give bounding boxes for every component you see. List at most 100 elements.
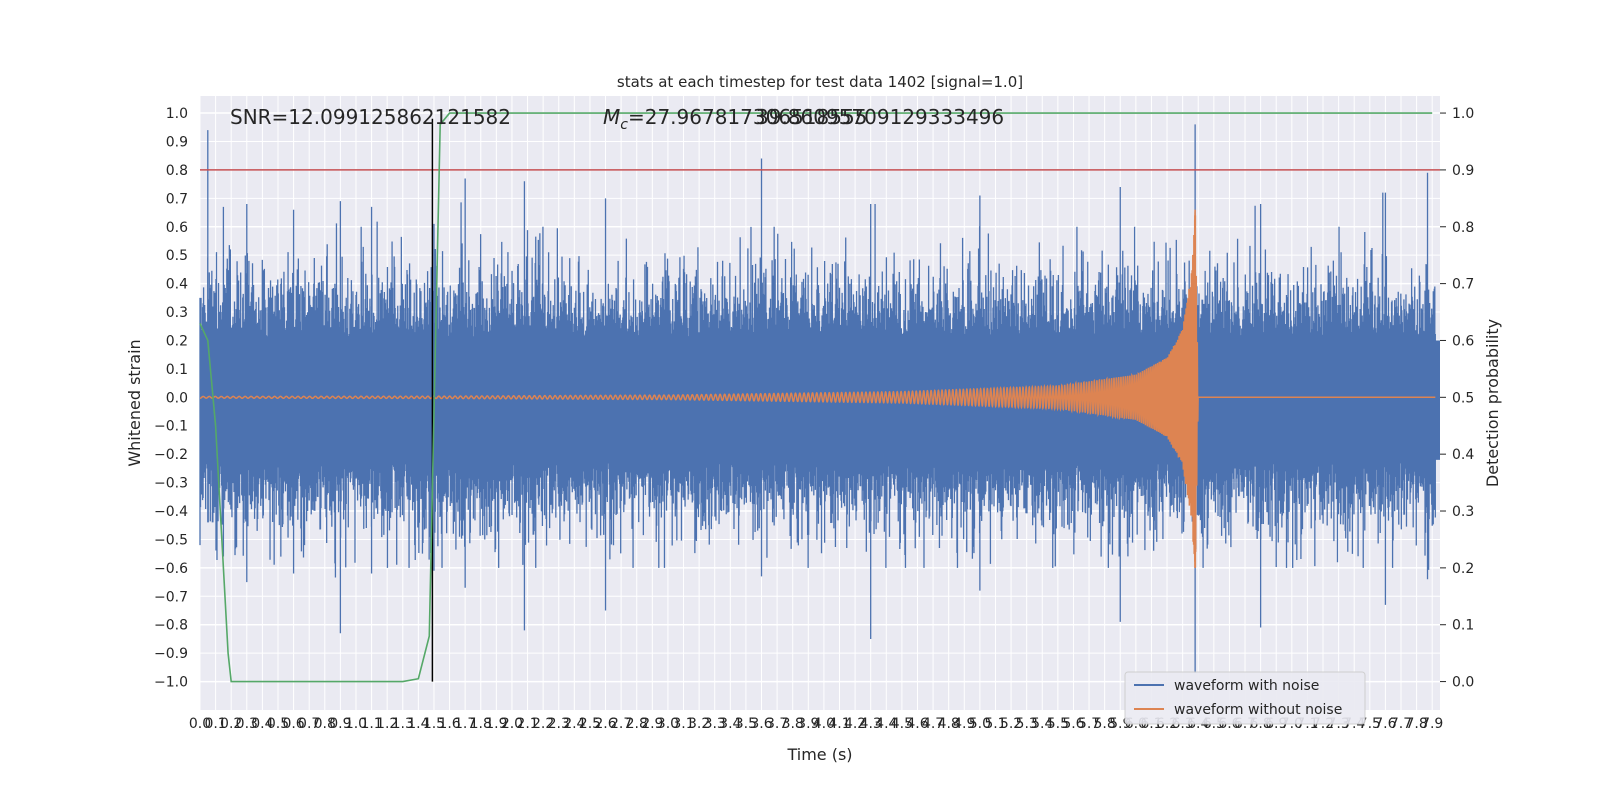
x-tick-label: 0.4 bbox=[251, 716, 273, 732]
snr-annotation: SNR=12.099125862121582 bbox=[230, 105, 511, 129]
x-tick-label: 0.0 bbox=[189, 716, 211, 732]
y2-tick-label: 0.8 bbox=[1452, 220, 1474, 236]
x-tick-label: 4.8 bbox=[938, 716, 960, 732]
probability-layer bbox=[199, 112, 1433, 683]
x-tick-label: 4.2 bbox=[844, 716, 866, 732]
reference-lines bbox=[200, 118, 1440, 682]
y-axis-label: Whitened strain bbox=[125, 339, 144, 466]
x-tick-label: 3.9 bbox=[797, 716, 819, 732]
x-tick-label: 2.9 bbox=[641, 716, 663, 732]
legend-label-clean: waveform without noise bbox=[1174, 702, 1342, 718]
x-tick-label: 0.1 bbox=[204, 716, 226, 732]
y-tick-label: −0.6 bbox=[154, 561, 188, 577]
y2-tick-label: 0.1 bbox=[1452, 618, 1474, 634]
y2-tick-label: 0.7 bbox=[1452, 277, 1474, 293]
legend-label-noisy: waveform with noise bbox=[1174, 678, 1319, 694]
y2-tick-label: 0.6 bbox=[1452, 333, 1474, 349]
x-tick-label: 3.0 bbox=[657, 716, 679, 732]
x-tick-label: 0.3 bbox=[236, 716, 258, 732]
mc-annotation: Mc=27.967817306518555 bbox=[603, 105, 867, 133]
y-tick-label: −0.9 bbox=[154, 646, 188, 662]
x-tick-label: 1.6 bbox=[438, 716, 460, 732]
x-tick-label: 2.7 bbox=[610, 716, 632, 732]
x-tick-label: 0.8 bbox=[314, 716, 336, 732]
x-tick-label: 2.6 bbox=[594, 716, 616, 732]
y-tick-label: 0.0 bbox=[166, 390, 188, 406]
x-tick-label: 3.4 bbox=[719, 716, 741, 732]
x-axis-label: Time (s) bbox=[786, 745, 852, 764]
x-tick-label: 4.4 bbox=[875, 716, 897, 732]
x-tick-label: 4.3 bbox=[860, 716, 882, 732]
y2-tick-label: 0.4 bbox=[1452, 447, 1474, 463]
y-tick-label: −0.7 bbox=[154, 589, 188, 605]
x-tick-label: 2.2 bbox=[532, 716, 554, 732]
mc-symbol: M bbox=[603, 105, 620, 129]
x-tick-label: 2.8 bbox=[626, 716, 648, 732]
y-tick-label: 0.4 bbox=[166, 277, 188, 293]
x-tick-label: 3.2 bbox=[688, 716, 710, 732]
x-tick-label: 3.1 bbox=[672, 716, 694, 732]
x-tick-label: 5.0 bbox=[969, 716, 991, 732]
x-tick-label: 1.1 bbox=[360, 716, 382, 732]
y-tick-label: −0.3 bbox=[154, 476, 188, 492]
x-tick-label: 5.1 bbox=[984, 716, 1006, 732]
x-tick-label: 5.2 bbox=[1000, 716, 1022, 732]
chart-title: stats at each timestep for test data 140… bbox=[617, 73, 1023, 91]
x-tick-label: 4.6 bbox=[906, 716, 928, 732]
data-layer bbox=[199, 124, 1440, 674]
y-tick-label: 0.2 bbox=[166, 333, 188, 349]
x-tick-label: 1.5 bbox=[423, 716, 445, 732]
x-tick-label: 1.4 bbox=[407, 716, 429, 732]
x-tick-label: 3.3 bbox=[704, 716, 726, 732]
y2-tick-label: 0.2 bbox=[1452, 561, 1474, 577]
x-tick-label: 3.7 bbox=[766, 716, 788, 732]
x-tick-label: 1.2 bbox=[376, 716, 398, 732]
x-tick-label: 0.7 bbox=[298, 716, 320, 732]
x-tick-label: 7.8 bbox=[1405, 716, 1427, 732]
x-tick-label: 0.9 bbox=[329, 716, 351, 732]
x-tick-label: 4.1 bbox=[828, 716, 850, 732]
y-tick-label: 0.3 bbox=[166, 305, 188, 321]
y2-tick-label: 0.3 bbox=[1452, 504, 1474, 520]
x-tick-label: 0.6 bbox=[282, 716, 304, 732]
y2-tick-label: 1.0 bbox=[1452, 106, 1474, 122]
series-waveform-without-noise bbox=[199, 209, 1436, 562]
x-tick-label: 5.7 bbox=[1078, 716, 1100, 732]
legend-box bbox=[1124, 671, 1366, 725]
x-tick-label: 3.5 bbox=[735, 716, 757, 732]
x-tick-label: 4.0 bbox=[813, 716, 835, 732]
y-tick-label: 0.1 bbox=[166, 362, 188, 378]
y-tick-label: −0.2 bbox=[154, 447, 188, 463]
x-tick-label: 2.4 bbox=[563, 716, 585, 732]
y2-tick-label: 0.5 bbox=[1452, 390, 1474, 406]
y2-tick-label: 0.9 bbox=[1452, 163, 1474, 179]
x-tick-label: 3.8 bbox=[782, 716, 804, 732]
y-tick-label: −0.8 bbox=[154, 618, 188, 634]
mc-annotation-overlap: 39.86095709129333496 bbox=[756, 105, 1004, 129]
x-tick-label: 1.8 bbox=[470, 716, 492, 732]
x-tick-label: 2.1 bbox=[516, 716, 538, 732]
mc-value: =27.967817306518555 bbox=[628, 105, 867, 129]
x-tick-label: 4.7 bbox=[922, 716, 944, 732]
x-tick-label: 2.0 bbox=[501, 716, 523, 732]
series-detection-probability bbox=[199, 112, 1433, 683]
x-tick-label: 7.9 bbox=[1421, 716, 1443, 732]
x-tick-label: 5.5 bbox=[1047, 716, 1069, 732]
y-tick-label: 0.7 bbox=[166, 191, 188, 207]
x-tick-label: 5.8 bbox=[1094, 716, 1116, 732]
x-tick-label: 2.5 bbox=[579, 716, 601, 732]
y2-tick-label: 0.0 bbox=[1452, 675, 1474, 691]
x-tick-label: 1.7 bbox=[454, 716, 476, 732]
mc-subscript: c bbox=[620, 117, 628, 133]
x-tick-label: 4.9 bbox=[953, 716, 975, 732]
x-tick-label: 4.5 bbox=[891, 716, 913, 732]
y2-axis-label: Detection probability bbox=[1483, 319, 1502, 487]
legend: waveform with noise waveform without noi… bbox=[1124, 671, 1366, 725]
x-tick-label: 5.3 bbox=[1016, 716, 1038, 732]
y-tick-label: 0.5 bbox=[166, 248, 188, 264]
x-tick-label: 1.0 bbox=[345, 716, 367, 732]
x-tick-label: 1.3 bbox=[392, 716, 414, 732]
x-tick-label: 5.4 bbox=[1031, 716, 1053, 732]
y-tick-label: 0.9 bbox=[166, 134, 188, 150]
